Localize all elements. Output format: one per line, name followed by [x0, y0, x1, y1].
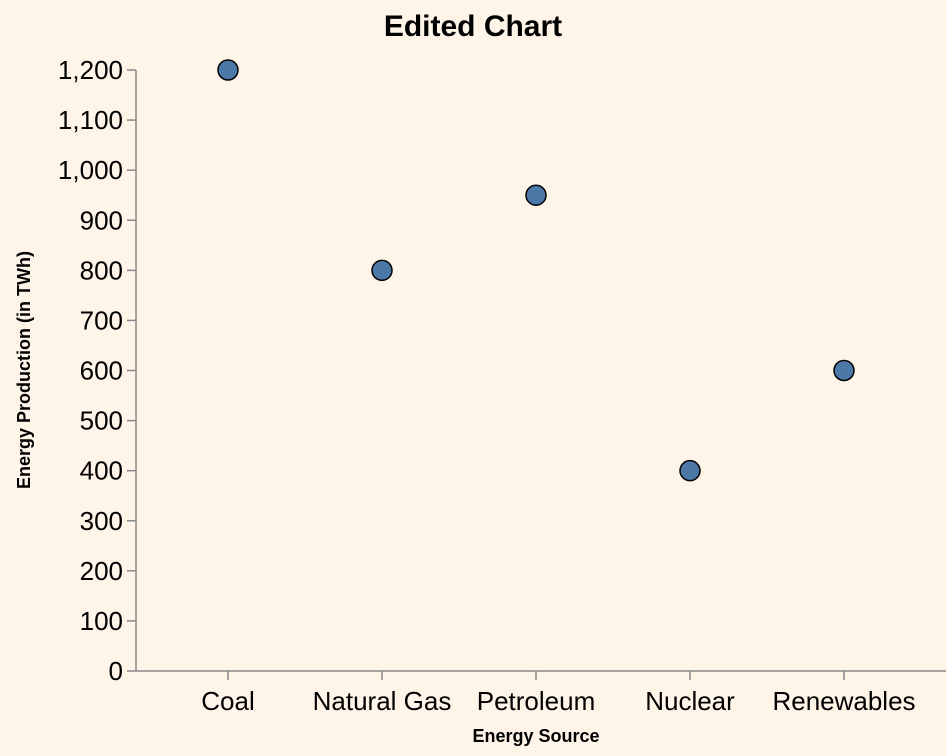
y-tick-label: 1,200 — [58, 55, 123, 85]
x-tick-label: Coal — [201, 686, 254, 716]
y-tick-label: 0 — [109, 656, 123, 686]
x-tick-label: Natural Gas — [313, 686, 452, 716]
y-tick-label: 200 — [80, 556, 123, 586]
data-point[interactable] — [679, 459, 701, 482]
y-tick-label: 800 — [80, 255, 123, 285]
data-point[interactable] — [833, 359, 855, 382]
data-points — [217, 59, 855, 482]
y-axis: 0 100 200 300 400 500 600 700 800 900 1,000 1,100 1,… — [58, 55, 137, 686]
y-tick-label: 1,000 — [58, 155, 123, 185]
x-axis-title: Energy Source — [472, 726, 599, 746]
x-axis: Coal Natural Gas Petroleum Nuclear Renewable… — [136, 670, 946, 716]
y-tick-label: 300 — [80, 506, 123, 536]
data-point[interactable] — [525, 184, 547, 206]
y-tick-label: 900 — [80, 205, 123, 235]
data-point[interactable] — [217, 59, 239, 81]
y-tick-label: 700 — [80, 305, 123, 335]
data-point[interactable] — [371, 259, 393, 282]
y-tick-label: 400 — [80, 456, 123, 486]
x-tick-label: Petroleum — [477, 686, 596, 716]
chart-title: Edited Chart — [384, 10, 562, 43]
x-tick-label: Renewables — [772, 686, 915, 716]
y-tick-label: 1,100 — [58, 105, 123, 135]
x-tick-label: Nuclear — [645, 686, 735, 716]
y-axis-title: Energy Production (in TWh) — [14, 251, 34, 489]
y-tick-label: 600 — [80, 356, 123, 386]
y-tick-label: 500 — [80, 406, 123, 436]
y-tick-label: 100 — [80, 606, 123, 636]
